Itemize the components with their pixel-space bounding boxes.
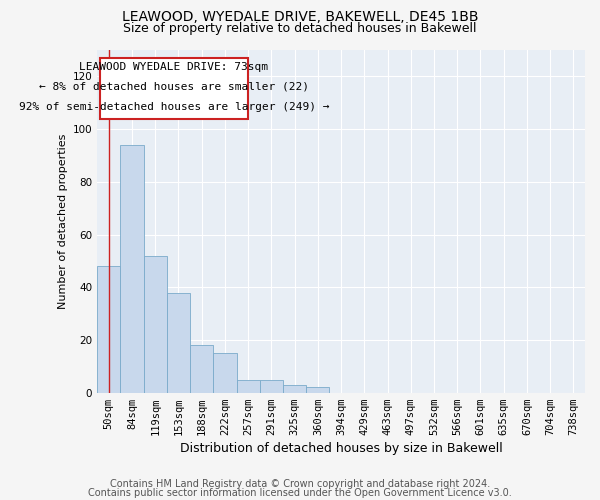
Text: ← 8% of detached houses are smaller (22): ← 8% of detached houses are smaller (22) (39, 82, 309, 92)
Bar (143, 256, 167, 392)
Text: LEAWOOD WYEDALE DRIVE: 73sqm: LEAWOOD WYEDALE DRIVE: 73sqm (79, 62, 268, 72)
Bar (167, 292, 190, 392)
Bar (190, 345, 214, 393)
Bar (306, 388, 329, 392)
Text: Contains HM Land Registry data © Crown copyright and database right 2024.: Contains HM Land Registry data © Crown c… (110, 479, 490, 489)
FancyBboxPatch shape (100, 58, 248, 118)
Text: Size of property relative to detached houses in Bakewell: Size of property relative to detached ho… (123, 22, 477, 35)
Bar (260, 380, 283, 392)
Bar (236, 380, 260, 392)
Bar (121, 145, 143, 392)
Text: Contains public sector information licensed under the Open Government Licence v3: Contains public sector information licen… (88, 488, 512, 498)
Bar (214, 353, 236, 393)
Bar (97, 266, 121, 392)
Bar (283, 385, 306, 392)
Y-axis label: Number of detached properties: Number of detached properties (58, 134, 68, 309)
X-axis label: Distribution of detached houses by size in Bakewell: Distribution of detached houses by size … (180, 442, 502, 455)
Text: LEAWOOD, WYEDALE DRIVE, BAKEWELL, DE45 1BB: LEAWOOD, WYEDALE DRIVE, BAKEWELL, DE45 1… (122, 10, 478, 24)
Text: 92% of semi-detached houses are larger (249) →: 92% of semi-detached houses are larger (… (19, 102, 329, 112)
